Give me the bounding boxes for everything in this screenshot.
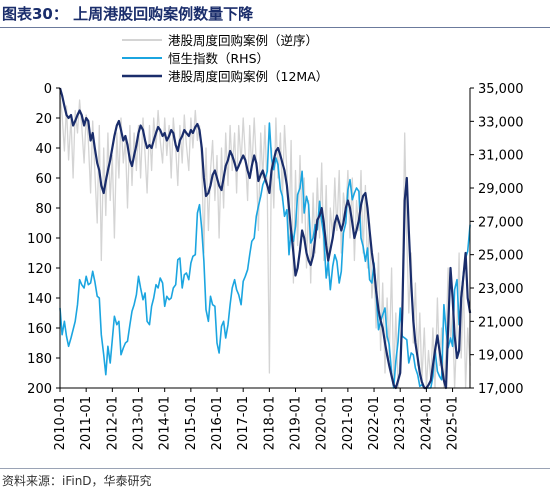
chart-title: 图表30： 上周港股回购案例数量下降 bbox=[2, 5, 254, 23]
right-tick-label: 27,000 bbox=[478, 215, 524, 230]
legend: 港股周度回购案例（逆序） 恒生指数（RHS） 港股周度回购案例（12MA） bbox=[122, 33, 328, 84]
series-hang-seng bbox=[59, 122, 471, 389]
x-tick-label: 2018-01 bbox=[262, 396, 277, 450]
x-tick-label: 2022-01 bbox=[367, 396, 382, 450]
left-tick-label: 120 bbox=[27, 262, 52, 277]
right-tick-label: 29,000 bbox=[478, 182, 524, 197]
legend-label-1: 港股周度回购案例（逆序） bbox=[168, 33, 318, 48]
title-divider bbox=[0, 27, 550, 28]
right-tick-label: 25,000 bbox=[478, 249, 524, 264]
source-note: 资料来源：iFinD，华泰研究 bbox=[2, 474, 152, 488]
series-buybacks-12ma bbox=[58, 87, 472, 390]
x-tick-label: 2020-01 bbox=[315, 396, 330, 450]
x-tick-label: 2015-01 bbox=[184, 396, 199, 450]
right-tick-label: 33,000 bbox=[478, 115, 524, 130]
left-tick-label: 0 bbox=[44, 82, 52, 97]
x-tick-label: 2013-01 bbox=[132, 396, 147, 450]
left-tick-label: 160 bbox=[27, 322, 52, 337]
left-tick-label: 200 bbox=[27, 382, 52, 397]
series-line-3 bbox=[58, 87, 472, 390]
axes: 0 20 40 60 80 100 120 140 160 180 200 17,000 19,000 2… bbox=[27, 82, 523, 450]
source-divider bbox=[0, 468, 550, 469]
right-tick-label: 19,000 bbox=[478, 349, 524, 364]
right-tick-label: 21,000 bbox=[478, 315, 524, 330]
x-tick-label: 2016-01 bbox=[210, 396, 225, 450]
x-tick-label: 2017-01 bbox=[236, 396, 251, 450]
legend-label-3: 港股周度回购案例（12MA） bbox=[168, 69, 328, 84]
x-tick-label: 2024-01 bbox=[419, 396, 434, 450]
chart-area: 0 20 40 60 80 100 120 140 160 180 200 17,000 19,000 2… bbox=[27, 33, 523, 450]
x-tick-label: 2023-01 bbox=[393, 396, 408, 450]
left-tick-label: 80 bbox=[35, 202, 52, 217]
left-tick-label: 20 bbox=[35, 112, 52, 127]
x-tick-label: 2014-01 bbox=[158, 396, 173, 450]
legend-label-2: 恒生指数（RHS） bbox=[168, 51, 269, 66]
x-tick-label: 2019-01 bbox=[289, 396, 304, 450]
right-tick-label: 31,000 bbox=[478, 149, 524, 164]
right-tick-label: 35,000 bbox=[478, 82, 524, 97]
left-tick-label: 180 bbox=[27, 352, 52, 367]
right-tick-label: 23,000 bbox=[478, 282, 524, 297]
x-tick-label: 2021-01 bbox=[341, 396, 356, 450]
title-bar: 图表30： 上周港股回购案例数量下降 bbox=[0, 0, 550, 26]
left-tick-label: 140 bbox=[27, 292, 52, 307]
x-tick-label: 2012-01 bbox=[105, 396, 120, 450]
x-tick-label: 2025-01 bbox=[446, 396, 461, 450]
x-tick-label: 2010-01 bbox=[53, 396, 68, 450]
left-tick-label: 60 bbox=[35, 172, 52, 187]
right-tick-label: 17,000 bbox=[478, 382, 524, 397]
left-tick-label: 100 bbox=[27, 232, 52, 247]
x-tick-label: 2011-01 bbox=[79, 396, 94, 450]
left-tick-label: 40 bbox=[35, 142, 52, 157]
series-line-2 bbox=[59, 122, 471, 389]
